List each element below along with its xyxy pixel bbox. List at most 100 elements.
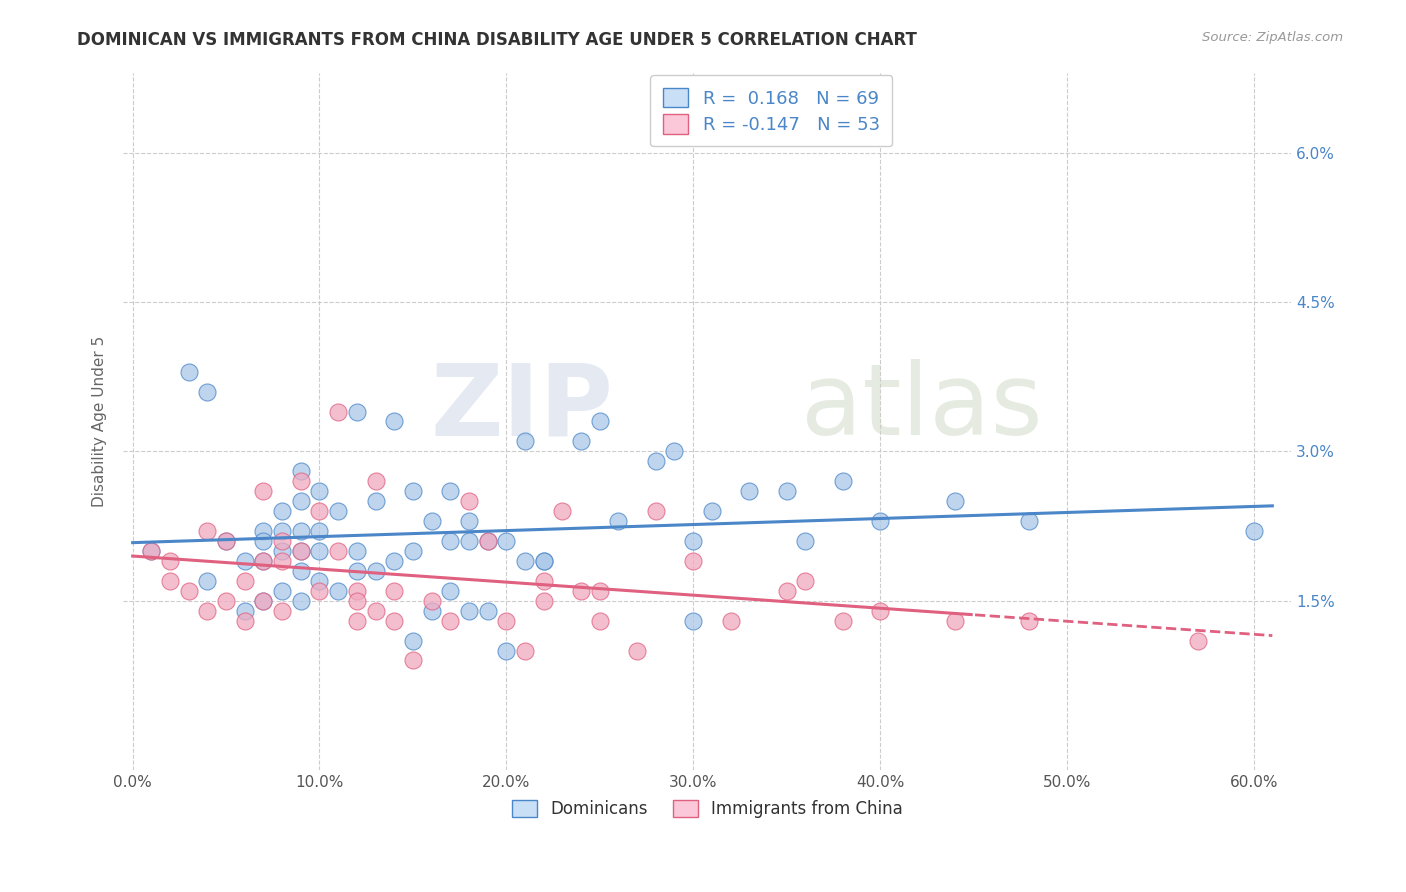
Point bbox=[831, 614, 853, 628]
Point bbox=[328, 544, 350, 558]
Point bbox=[271, 533, 294, 548]
Point bbox=[290, 544, 312, 558]
Point bbox=[738, 484, 761, 499]
Point bbox=[551, 504, 574, 518]
Point bbox=[308, 504, 330, 518]
Point bbox=[794, 533, 817, 548]
Point bbox=[364, 604, 387, 618]
Point bbox=[382, 415, 405, 429]
Point bbox=[1243, 524, 1265, 538]
Point bbox=[775, 484, 797, 499]
Point bbox=[458, 533, 481, 548]
Point bbox=[271, 554, 294, 568]
Point bbox=[533, 554, 555, 568]
Point bbox=[700, 504, 723, 518]
Point bbox=[271, 583, 294, 598]
Point bbox=[346, 404, 368, 418]
Point bbox=[439, 484, 461, 499]
Point bbox=[644, 504, 666, 518]
Point bbox=[420, 593, 443, 607]
Point bbox=[233, 604, 256, 618]
Point bbox=[252, 524, 274, 538]
Point bbox=[513, 554, 536, 568]
Point bbox=[1018, 514, 1040, 528]
Point bbox=[346, 593, 368, 607]
Point bbox=[382, 583, 405, 598]
Point bbox=[589, 583, 612, 598]
Point bbox=[402, 633, 425, 648]
Point bbox=[159, 574, 181, 588]
Point bbox=[252, 484, 274, 499]
Point bbox=[252, 593, 274, 607]
Point bbox=[869, 514, 891, 528]
Point bbox=[439, 614, 461, 628]
Point bbox=[402, 484, 425, 499]
Point bbox=[869, 604, 891, 618]
Point bbox=[420, 604, 443, 618]
Point bbox=[569, 434, 592, 449]
Point bbox=[1018, 614, 1040, 628]
Point bbox=[477, 533, 499, 548]
Text: DOMINICAN VS IMMIGRANTS FROM CHINA DISABILITY AGE UNDER 5 CORRELATION CHART: DOMINICAN VS IMMIGRANTS FROM CHINA DISAB… bbox=[77, 31, 917, 49]
Point bbox=[195, 524, 218, 538]
Point bbox=[458, 494, 481, 508]
Point bbox=[215, 533, 238, 548]
Point bbox=[141, 544, 163, 558]
Point bbox=[495, 533, 517, 548]
Point bbox=[177, 583, 200, 598]
Point bbox=[382, 614, 405, 628]
Point bbox=[682, 614, 704, 628]
Point bbox=[439, 583, 461, 598]
Point bbox=[626, 643, 648, 657]
Point bbox=[215, 593, 238, 607]
Point bbox=[382, 554, 405, 568]
Point bbox=[290, 474, 312, 488]
Point bbox=[328, 404, 350, 418]
Point bbox=[402, 544, 425, 558]
Point bbox=[215, 533, 238, 548]
Point bbox=[439, 533, 461, 548]
Y-axis label: Disability Age Under 5: Disability Age Under 5 bbox=[93, 336, 107, 508]
Point bbox=[195, 574, 218, 588]
Point bbox=[290, 524, 312, 538]
Point bbox=[252, 554, 274, 568]
Point bbox=[271, 504, 294, 518]
Text: Source: ZipAtlas.com: Source: ZipAtlas.com bbox=[1202, 31, 1343, 45]
Point bbox=[831, 474, 853, 488]
Text: ZIP: ZIP bbox=[430, 359, 614, 456]
Point bbox=[775, 583, 797, 598]
Point bbox=[290, 464, 312, 478]
Point bbox=[513, 434, 536, 449]
Point bbox=[720, 614, 742, 628]
Point bbox=[141, 544, 163, 558]
Point bbox=[794, 574, 817, 588]
Point bbox=[943, 614, 966, 628]
Point bbox=[290, 593, 312, 607]
Point bbox=[290, 564, 312, 578]
Point bbox=[533, 554, 555, 568]
Point bbox=[533, 593, 555, 607]
Point bbox=[495, 614, 517, 628]
Point bbox=[458, 604, 481, 618]
Point bbox=[943, 494, 966, 508]
Point bbox=[1187, 633, 1209, 648]
Point bbox=[477, 533, 499, 548]
Point bbox=[233, 574, 256, 588]
Point bbox=[271, 604, 294, 618]
Point bbox=[569, 583, 592, 598]
Point bbox=[308, 544, 330, 558]
Point bbox=[252, 554, 274, 568]
Point bbox=[589, 614, 612, 628]
Point bbox=[252, 533, 274, 548]
Point bbox=[364, 564, 387, 578]
Point bbox=[271, 524, 294, 538]
Point bbox=[364, 494, 387, 508]
Point bbox=[290, 544, 312, 558]
Point bbox=[420, 514, 443, 528]
Point bbox=[402, 653, 425, 667]
Point bbox=[644, 454, 666, 468]
Point bbox=[513, 643, 536, 657]
Point bbox=[533, 574, 555, 588]
Point bbox=[233, 554, 256, 568]
Point bbox=[477, 604, 499, 618]
